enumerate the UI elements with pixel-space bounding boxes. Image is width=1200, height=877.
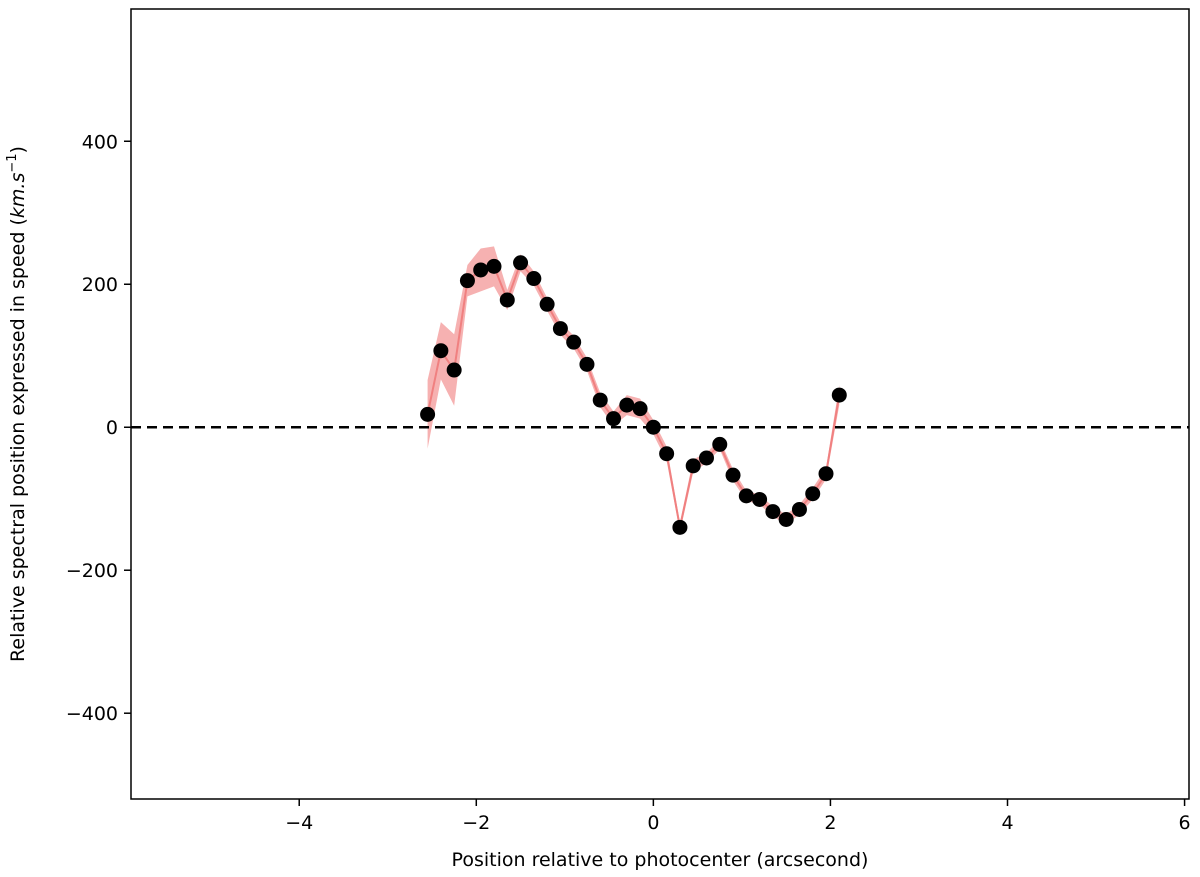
x-tick-label: 4 bbox=[1001, 812, 1013, 834]
y-tick-label: 400 bbox=[82, 131, 118, 153]
y-axis-label-unit: km.s bbox=[7, 173, 29, 219]
data-point bbox=[473, 262, 489, 278]
data-point bbox=[738, 488, 754, 504]
y-tick-label: −200 bbox=[66, 560, 118, 582]
data-point bbox=[805, 486, 821, 502]
y-axis-label-close: ) bbox=[7, 146, 29, 153]
data-point bbox=[606, 411, 622, 427]
data-point bbox=[446, 362, 462, 378]
data-point bbox=[725, 467, 741, 483]
x-tick-label: 6 bbox=[1179, 812, 1191, 834]
plot-frame bbox=[130, 8, 1190, 800]
x-axis-label: Position relative to photocenter (arcsec… bbox=[452, 849, 869, 871]
data-point bbox=[765, 504, 781, 520]
x-tick-label: 2 bbox=[824, 812, 836, 834]
x-tick-label: −2 bbox=[462, 812, 490, 834]
data-point bbox=[632, 401, 648, 417]
data-point bbox=[778, 511, 794, 527]
data-point bbox=[672, 519, 688, 535]
x-tick-label: −4 bbox=[285, 812, 313, 834]
y-axis-label: Relative spectral position expressed in … bbox=[5, 146, 29, 662]
y-axis-label-exponent: −1 bbox=[5, 153, 20, 172]
data-point bbox=[619, 397, 635, 413]
data-point bbox=[566, 334, 582, 350]
data-point bbox=[433, 343, 449, 359]
x-axis-ticks: −4 −2 0 2 4 6 bbox=[285, 799, 1191, 834]
data-point bbox=[513, 255, 529, 271]
data-point bbox=[499, 292, 515, 308]
data-point bbox=[685, 458, 701, 474]
data-point bbox=[698, 450, 714, 466]
data-point bbox=[459, 273, 475, 289]
y-axis-label-main: Relative spectral position expressed in … bbox=[7, 218, 29, 662]
plot-area bbox=[131, 9, 1189, 799]
data-point bbox=[526, 271, 542, 287]
data-point bbox=[659, 446, 675, 462]
y-tick-label: −400 bbox=[66, 703, 118, 725]
y-tick-label: 0 bbox=[106, 417, 118, 439]
data-point bbox=[539, 296, 555, 312]
data-point bbox=[592, 392, 608, 408]
data-point bbox=[752, 491, 768, 507]
data-point bbox=[831, 387, 847, 403]
data-point bbox=[712, 436, 728, 452]
data-point bbox=[818, 466, 834, 482]
data-point bbox=[645, 419, 661, 435]
y-axis-ticks: −400 −200 0 200 400 bbox=[66, 131, 131, 725]
data-point bbox=[552, 321, 568, 337]
data-point bbox=[486, 258, 502, 274]
data-point bbox=[791, 501, 807, 517]
data-points-layer bbox=[420, 255, 847, 535]
y-tick-label: 200 bbox=[82, 274, 118, 296]
data-point bbox=[579, 356, 595, 372]
x-tick-label: 0 bbox=[647, 812, 659, 834]
data-point bbox=[420, 406, 436, 422]
